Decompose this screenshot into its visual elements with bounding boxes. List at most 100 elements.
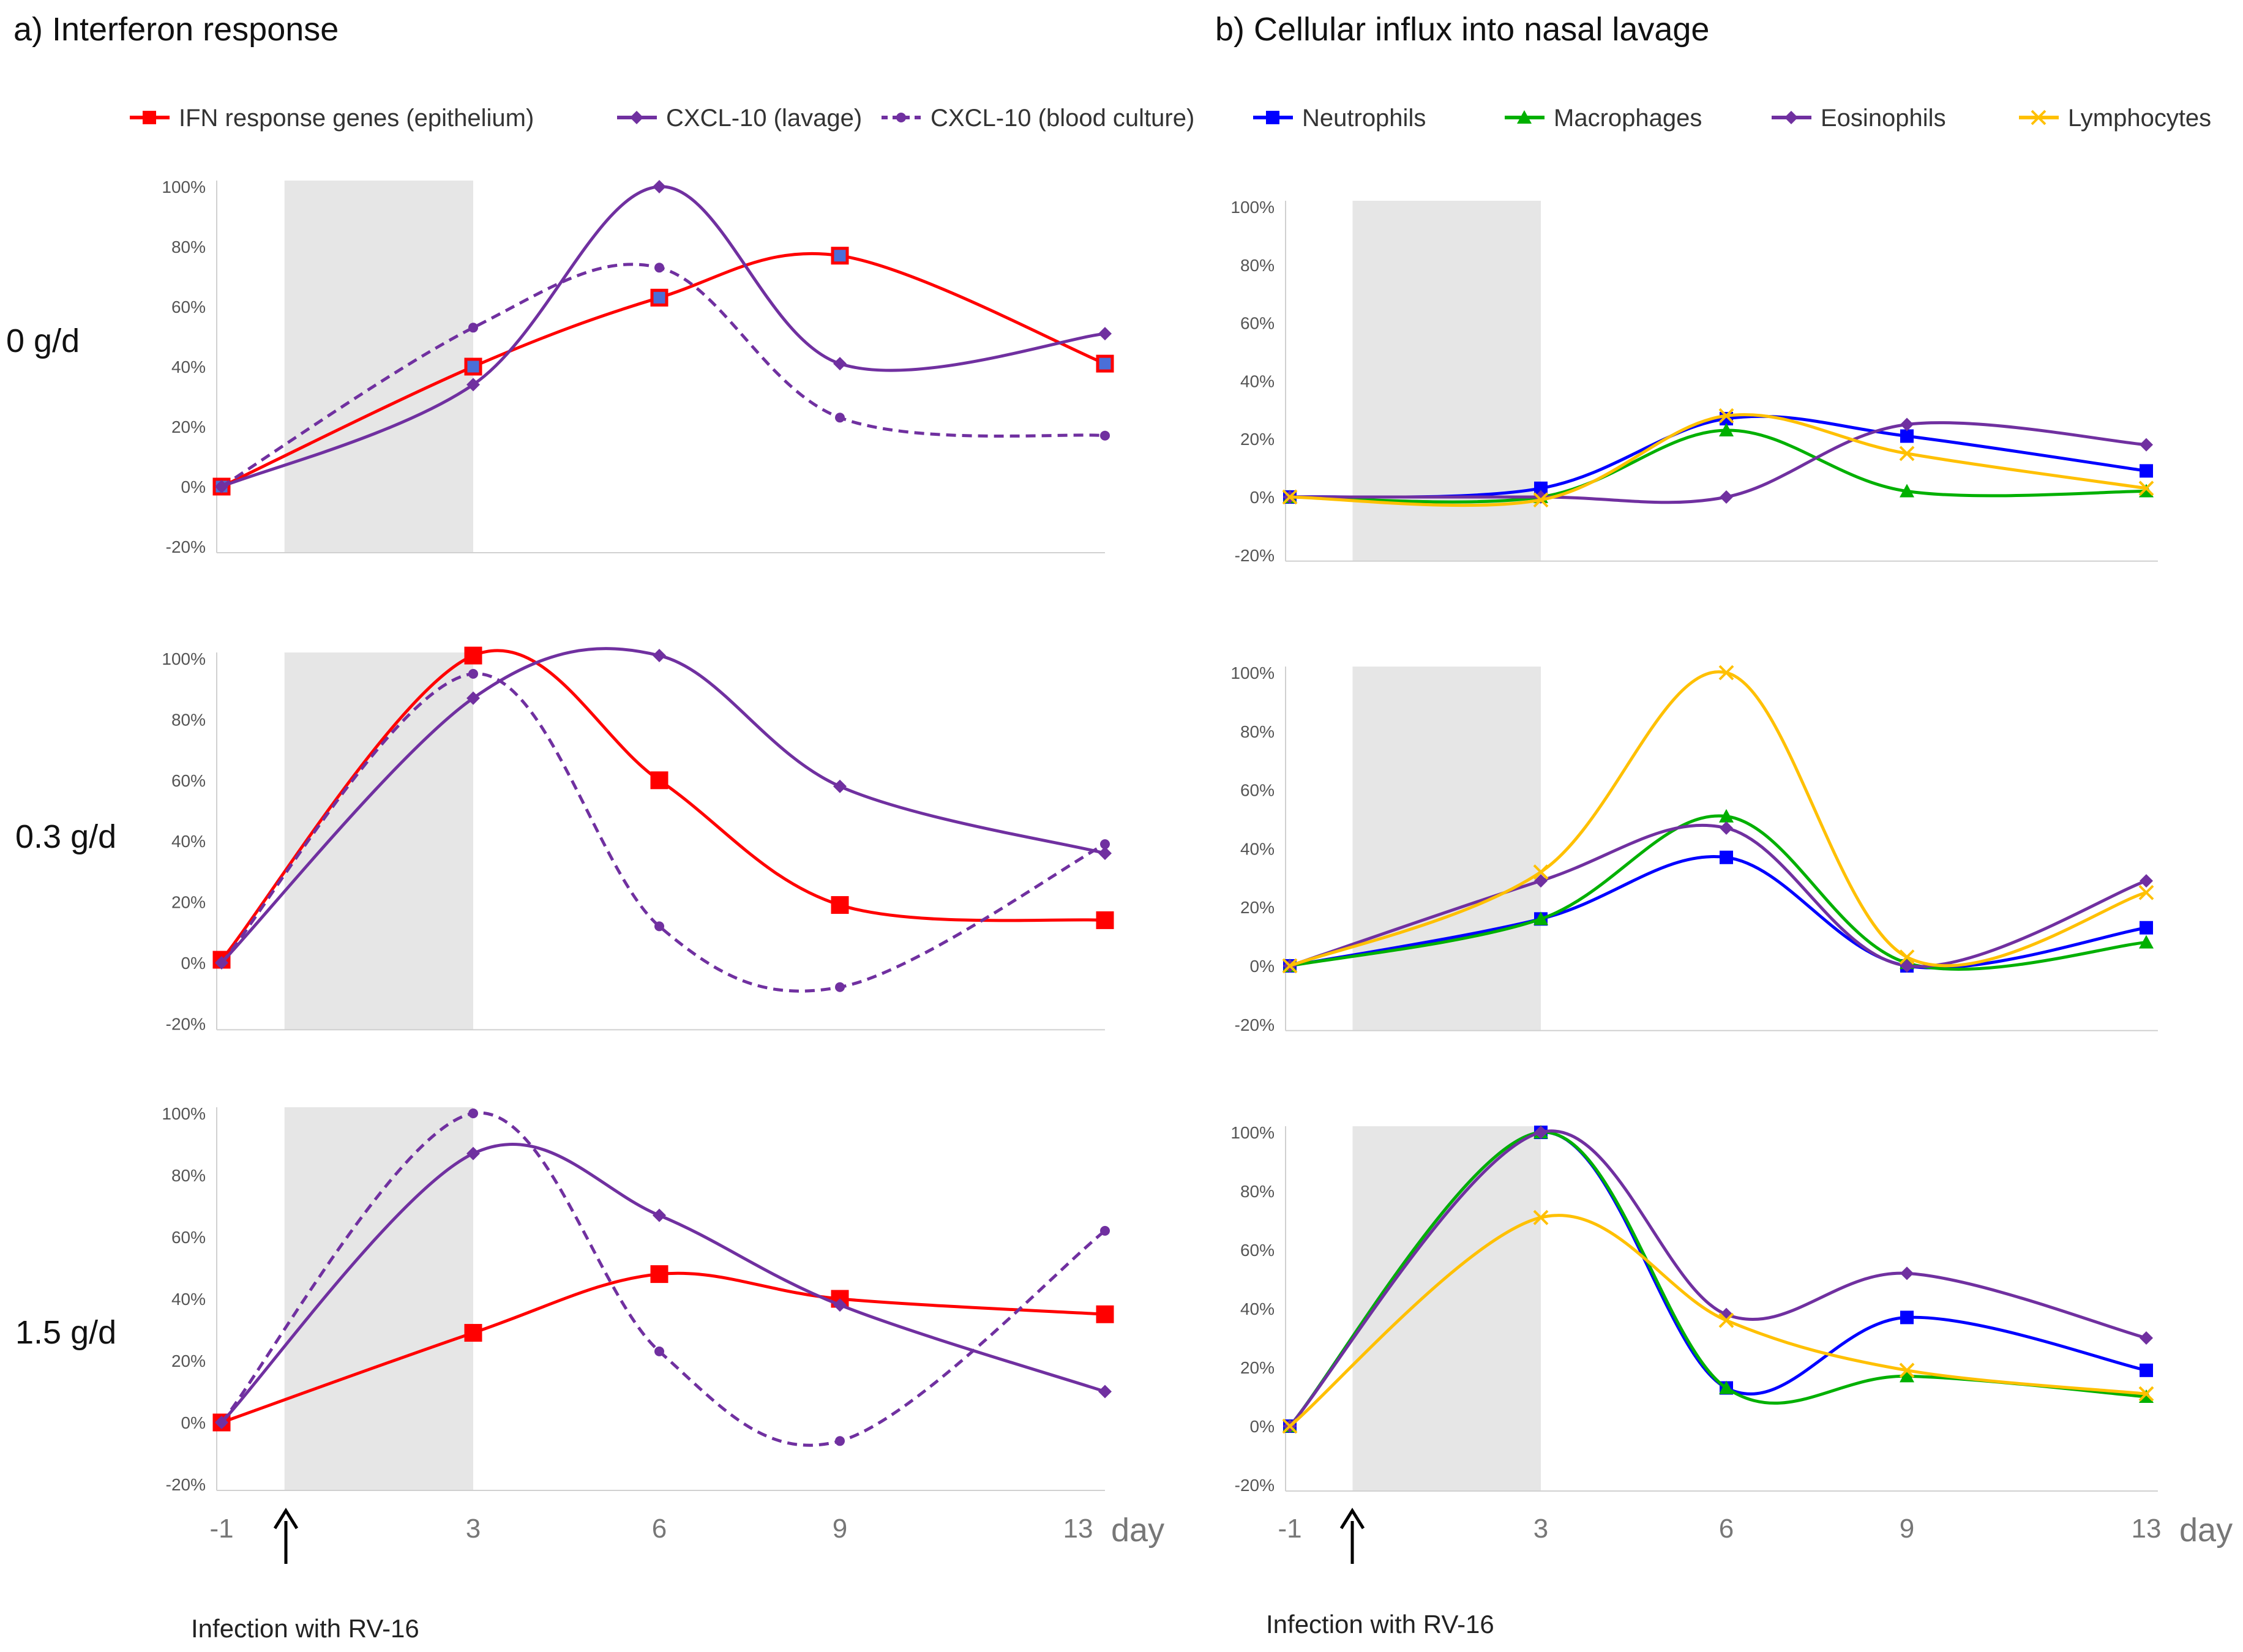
y-tick-label: 60% <box>171 771 206 790</box>
point-eos <box>1534 1126 1548 1139</box>
x-tick-b-1: 3 <box>1533 1514 1548 1544</box>
point-cxcl_lavage <box>653 180 666 193</box>
point-cxcl_blood <box>1100 430 1110 441</box>
point-cxcl_lavage <box>833 779 847 793</box>
point-lymph <box>2138 884 2154 900</box>
x-tick-a-3: 9 <box>833 1514 847 1544</box>
point-neut <box>1900 429 1914 443</box>
point-cxcl_blood <box>835 982 845 992</box>
y-tick-label: -20% <box>166 537 206 556</box>
point-cxcl_lavage <box>653 1208 666 1222</box>
legend-marker <box>630 111 643 124</box>
series-line-ifn <box>220 649 1106 961</box>
legend-item-cxcl_lavage: CXCL-10 (lavage) <box>617 105 862 132</box>
point-eos <box>1900 959 1914 973</box>
point-cxcl_blood <box>835 413 845 423</box>
point-cxcl_lavage <box>833 357 847 371</box>
y-tick-label: 40% <box>171 357 206 376</box>
shaded-window <box>1352 1126 1541 1491</box>
y-tick-label: 40% <box>1240 372 1275 391</box>
y-tick-label: 80% <box>171 1166 206 1185</box>
shaded-window <box>284 1107 473 1490</box>
legend-label: Eosinophils <box>1821 105 1946 132</box>
y-tick-label: 40% <box>1240 1299 1275 1318</box>
point-cxcl_blood <box>654 921 664 932</box>
point-macro <box>1900 1369 1914 1383</box>
series-line-cxcl_lavage <box>220 1143 1106 1424</box>
shaded-window <box>284 652 473 1030</box>
legend-label: Macrophages <box>1554 105 1702 132</box>
legend-item-lymph: Lymphocytes <box>2019 105 2211 132</box>
legend-label: IFN response genes (epithelium) <box>179 105 534 132</box>
infection-arrow-b <box>1339 1508 1365 1564</box>
chart-b-row0: 100% 80% 60% 40% 20% 0% -20% <box>1230 198 2158 565</box>
infection-label-a: Infection with RV-16 <box>191 1614 419 1643</box>
point-lymph <box>1899 1362 1915 1378</box>
y-tick-label: 20% <box>171 893 206 912</box>
y-tick-label: 80% <box>1240 256 1275 275</box>
point-macro <box>1719 1380 1734 1394</box>
y-tick-label: 100% <box>1230 198 1275 217</box>
point-macro <box>1533 911 1548 925</box>
point-ifn <box>831 247 849 265</box>
point-macro <box>2139 935 2154 949</box>
y-tick-label: 0% <box>1250 1417 1275 1436</box>
point-cxcl_lavage <box>1098 847 1112 861</box>
point-macro <box>2139 484 2154 498</box>
point-cxcl_lavage <box>653 649 666 663</box>
y-tick-label: 0% <box>1250 957 1275 976</box>
x-tick-b-0: -1 <box>1278 1514 1301 1544</box>
y-tick-label: -20% <box>166 1014 206 1033</box>
y-tick-label: -20% <box>1235 1015 1275 1034</box>
point-ifn <box>650 771 668 790</box>
y-tick-label: 80% <box>1240 722 1275 741</box>
point-cxcl_blood <box>217 1418 227 1427</box>
point-eos <box>2140 1331 2153 1345</box>
point-cxcl_lavage <box>466 378 480 392</box>
point-lymph <box>1533 864 1549 880</box>
row-label-2: 1.5 g/d <box>15 1314 116 1351</box>
point-cxcl_lavage <box>466 1146 480 1161</box>
point-ifn <box>650 288 668 307</box>
point-eos <box>2140 874 2153 888</box>
y-tick-label: 100% <box>1230 1123 1275 1142</box>
point-eos <box>1900 417 1914 432</box>
legend-marker <box>896 113 906 122</box>
point-ifn <box>1096 911 1114 929</box>
series-line-lymph <box>1289 1214 2147 1427</box>
x-unit-b: day <box>2179 1512 2233 1549</box>
point-lymph <box>1718 408 1734 424</box>
legend-marker <box>2031 110 2046 125</box>
point-cxcl_blood <box>468 668 478 679</box>
legend-item-neut: Neutrophils <box>1253 105 1426 132</box>
point-neut <box>2140 921 2153 935</box>
charts: 100% 80% 60% 40% 20% 0% -20% 100% 80% 60% 40% 20% 0%… <box>162 178 2158 1495</box>
legend-marker <box>1517 110 1532 124</box>
y-tick-label: 60% <box>1240 1241 1275 1260</box>
legend-label: CXCL-10 (blood culture) <box>931 105 1194 132</box>
point-ifn <box>464 357 482 376</box>
y-tick-label: 100% <box>162 1104 206 1123</box>
legend-item-eos: Eosinophils <box>1772 105 1946 132</box>
point-lymph <box>1899 446 1915 462</box>
x-tick-a-4: 13 <box>1063 1514 1093 1544</box>
chart-b-row1: 100% 80% 60% 40% 20% 0% -20% <box>1230 663 2158 1034</box>
y-tick-label: 20% <box>1240 1358 1275 1377</box>
y-tick-label: 80% <box>1240 1182 1275 1201</box>
x-unit-a: day <box>1111 1512 1164 1549</box>
point-cxcl_lavage <box>833 1298 847 1312</box>
x-tick-b-3: 9 <box>1900 1514 1914 1544</box>
x-tick-a-0: -1 <box>209 1514 233 1544</box>
panel-b-title: b) Cellular influx into nasal lavage <box>1215 11 1709 48</box>
y-tick-label: 0% <box>1250 488 1275 507</box>
x-tick-b-4: 13 <box>2132 1514 2162 1544</box>
series-line-cxcl_blood <box>220 672 1106 993</box>
series-line-eos <box>1289 1129 2147 1427</box>
series-line-cxcl_blood <box>220 1111 1106 1447</box>
point-eos <box>1720 490 1733 504</box>
infection-arrow-a <box>273 1508 299 1564</box>
x-tick-a-2: 6 <box>652 1514 667 1544</box>
point-macro <box>1719 809 1734 823</box>
point-cxcl_blood <box>1100 839 1110 850</box>
row-label-1: 0.3 g/d <box>15 818 116 855</box>
